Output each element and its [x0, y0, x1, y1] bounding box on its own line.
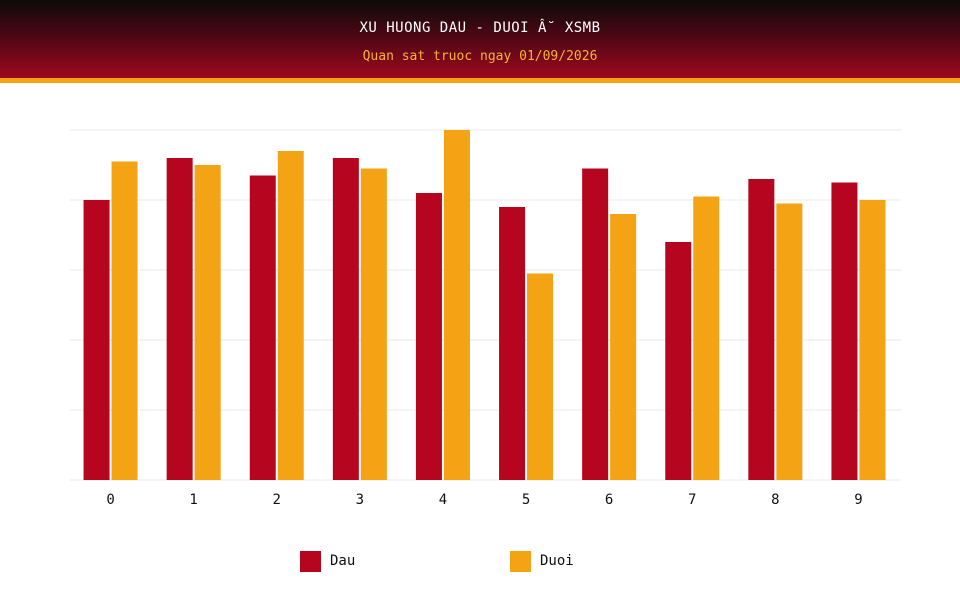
- bar-dau-7: [665, 242, 692, 480]
- bar-duoi-3: [360, 168, 387, 480]
- bar-duoi-5: [527, 273, 554, 480]
- chart-title: XU HUONG DAU - DUOI Â˘ XSMB: [359, 20, 601, 36]
- bar-duoi-0: [111, 161, 138, 480]
- bar-dau-5: [499, 207, 526, 480]
- bar-dau-9: [831, 182, 858, 480]
- legend: Dau Duoi: [0, 549, 960, 573]
- x-tick-label: 7: [688, 492, 696, 508]
- bar-duoi-8: [776, 203, 803, 480]
- legend-item-dau: Dau: [300, 549, 355, 573]
- bar-dau-6: [582, 168, 609, 480]
- bar-dau-3: [332, 158, 359, 480]
- legend-label-duoi: Duoi: [540, 553, 574, 569]
- legend-item-duoi: Duoi: [510, 549, 574, 573]
- x-tick-label: 9: [854, 492, 862, 508]
- x-tick-label: 4: [439, 492, 447, 508]
- bar-duoi-6: [610, 214, 637, 480]
- x-tick-label: 5: [522, 492, 530, 508]
- legend-swatch-dau: [300, 550, 321, 572]
- bar-duoi-4: [443, 130, 470, 480]
- bar-dau-2: [249, 175, 276, 480]
- legend-swatch-duoi: [510, 550, 531, 572]
- bar-chart: 0 1 2 3 4 5 6 7 8 9: [70, 129, 901, 508]
- header-accent-line: [0, 78, 960, 83]
- bar-duoi-1: [194, 165, 221, 480]
- bar-duoi-7: [693, 196, 720, 480]
- bar-dau-0: [83, 200, 110, 480]
- x-tick-label: 8: [771, 492, 779, 508]
- x-tick-label: 3: [356, 492, 364, 508]
- chart-subtitle: Quan sat truoc ngay 01/09/2026: [362, 49, 598, 64]
- legend-label-dau: Dau: [330, 553, 356, 569]
- bar-duoi-9: [859, 200, 886, 480]
- x-tick-label: 0: [106, 492, 114, 508]
- bar-duoi-2: [277, 151, 304, 480]
- x-tick-label: 1: [189, 492, 197, 508]
- x-tick-label: 2: [273, 492, 281, 508]
- header-banner: [0, 0, 960, 78]
- bar-dau-4: [415, 193, 442, 480]
- bar-dau-8: [748, 179, 775, 480]
- x-tick-label: 6: [605, 492, 613, 508]
- bar-dau-1: [166, 158, 193, 480]
